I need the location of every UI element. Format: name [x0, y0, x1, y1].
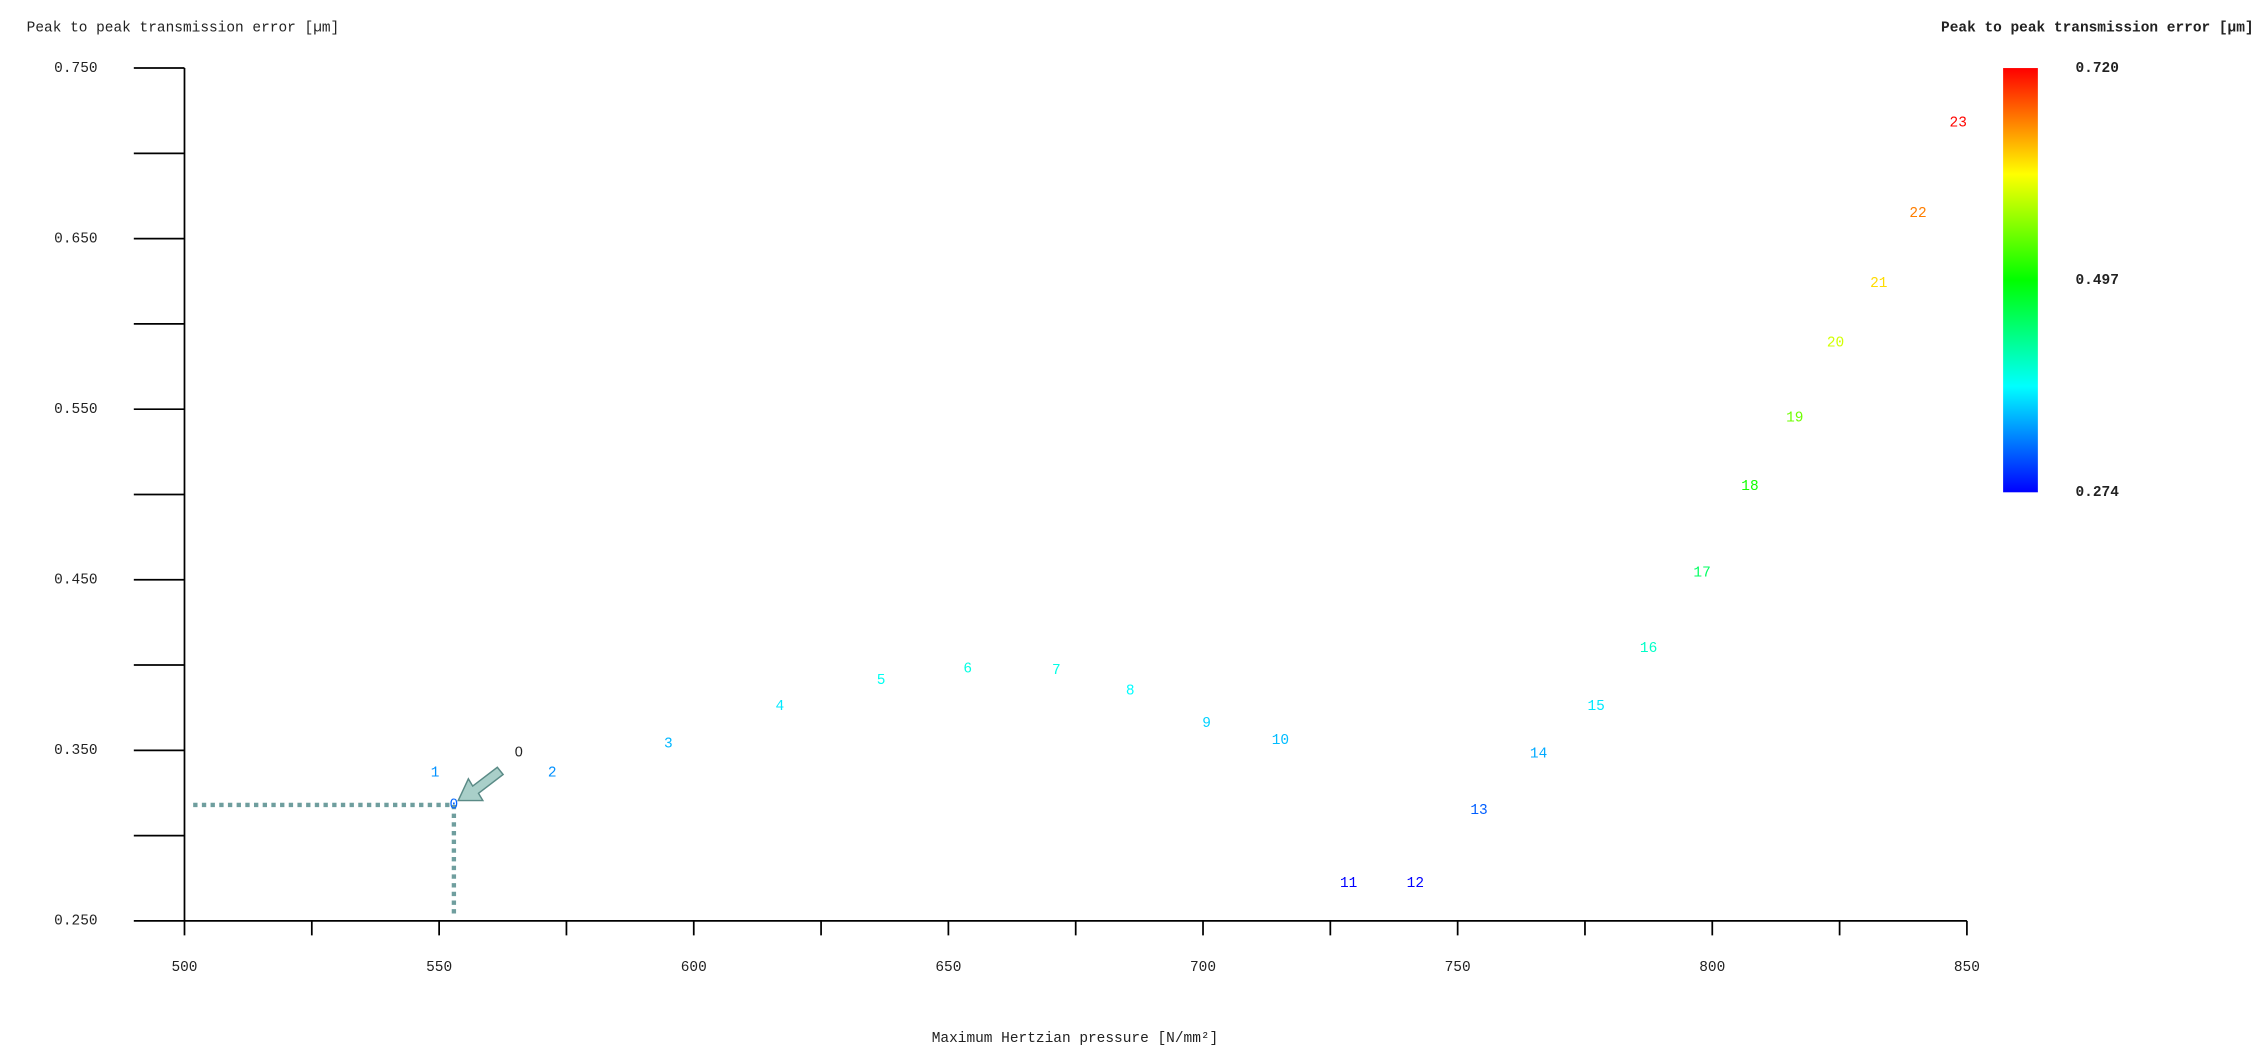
y-tick-label: 0.350	[54, 743, 97, 759]
point-label: 15	[1587, 699, 1604, 715]
y-tick-label: 0.650	[54, 231, 97, 247]
point-label: 0	[450, 798, 459, 814]
x-tick-label: 800	[1699, 960, 1725, 976]
x-tick-label: 650	[935, 960, 961, 976]
x-tick-label: 850	[1954, 960, 1980, 976]
point-label: 8	[1126, 683, 1135, 699]
y-tick-label: 0.550	[54, 402, 97, 418]
point-label: 5	[877, 673, 886, 689]
x-tick-label: 500	[171, 960, 197, 976]
point-label: 14	[1530, 747, 1547, 763]
point-label: 6	[963, 661, 972, 677]
colorbar-tick-label: 0.497	[2076, 273, 2119, 289]
point-label: 12	[1407, 876, 1424, 892]
x-tick-label: 550	[426, 960, 452, 976]
point-label: 19	[1786, 411, 1803, 427]
point-label: 13	[1470, 803, 1487, 819]
y-axis-title: Peak to peak transmission error [µm]	[27, 20, 340, 36]
annotation-arrow	[457, 766, 505, 802]
point-label: 10	[1272, 733, 1289, 749]
point-label: 22	[1909, 206, 1926, 222]
point-label: 16	[1640, 641, 1657, 657]
x-tick-label: 750	[1445, 960, 1471, 976]
x-tick-label: 700	[1190, 960, 1216, 976]
point-label: 3	[664, 736, 673, 752]
colorbar-tick-label: 0.274	[2076, 485, 2120, 501]
colorbar-title: Peak to peak transmission error [µm]	[1941, 20, 2254, 36]
x-axis-title: Maximum Hertzian pressure [N/mm²]	[932, 1031, 1219, 1047]
x-tick-label: 600	[681, 960, 707, 976]
colorbar-tick-label: 0.720	[2076, 61, 2119, 77]
point-label: 23	[1950, 115, 1967, 131]
colorbar	[2003, 68, 2038, 493]
point-label: 7	[1052, 663, 1061, 679]
point-label: 2	[548, 765, 557, 781]
point-label: 21	[1870, 276, 1887, 292]
point-label: 18	[1741, 479, 1758, 495]
y-tick-label: 0.250	[54, 914, 97, 930]
point-label: 1	[431, 765, 440, 781]
y-tick-label: 0.750	[54, 61, 97, 77]
point-label: 11	[1340, 876, 1357, 892]
point-label: 9	[1202, 716, 1211, 732]
point-label: 4	[775, 699, 784, 715]
point-label: 17	[1693, 566, 1710, 582]
point-label: 20	[1827, 335, 1844, 351]
y-tick-label: 0.450	[54, 573, 97, 589]
annotation-text: 0	[515, 745, 523, 761]
